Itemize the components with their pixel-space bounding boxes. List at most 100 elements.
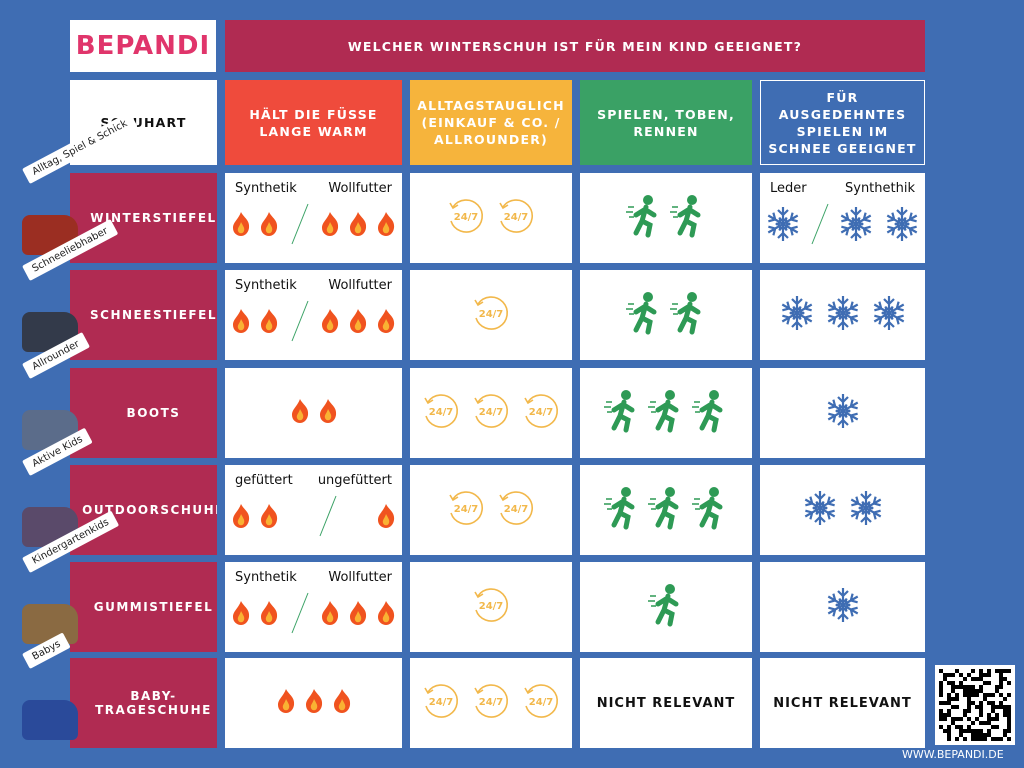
qr-dot <box>995 713 999 717</box>
split-label: Synthetik <box>235 570 297 585</box>
icon <box>648 582 684 632</box>
cell <box>580 368 752 458</box>
qr-dot <box>983 733 987 737</box>
split-labels: Synthetik Wollfutter <box>229 181 398 196</box>
icon <box>648 388 684 438</box>
row-label: SCHNEESTIEFEL <box>70 270 217 360</box>
flame-svg <box>350 600 367 625</box>
qr-dot <box>987 721 991 725</box>
qr-dot <box>983 673 987 677</box>
title-bar: WELCHER WINTERSCHUH IST FÜR MEIN KIND GE… <box>225 20 925 72</box>
clock-text: 24/7 <box>429 407 454 418</box>
qr-dot <box>999 681 1003 685</box>
clock-text: 24/7 <box>479 697 504 708</box>
qr-dot <box>983 693 987 697</box>
qr-dot <box>939 685 943 689</box>
qr-dot <box>943 673 947 677</box>
website: WWW.BEPANDI.DE <box>902 748 1004 761</box>
flame-svg <box>378 600 395 625</box>
qr-code <box>935 665 1015 745</box>
icon <box>670 290 706 340</box>
qr-dot <box>939 669 943 673</box>
split-icons <box>229 196 398 255</box>
qr-dot <box>943 677 947 681</box>
icon-group <box>648 582 684 632</box>
qr-dot <box>963 737 967 741</box>
qr-dot <box>1007 717 1011 721</box>
qr-dot <box>1007 669 1011 673</box>
clock-svg: 24/7 <box>449 491 483 525</box>
clock-svg: 24/7 <box>474 588 508 622</box>
qr-dot <box>967 701 971 705</box>
split-cell: Synthetik Wollfutter <box>225 270 402 360</box>
qr-dot <box>939 717 943 721</box>
clock-text: 24/7 <box>529 407 554 418</box>
snowflake-svg <box>827 588 858 622</box>
qr-dot <box>939 681 943 685</box>
icon <box>229 502 253 534</box>
qr-dot <box>1003 697 1007 701</box>
icon: 24/7 <box>420 680 462 726</box>
icon <box>288 397 312 429</box>
qr-dot <box>959 681 963 685</box>
header-cell: SPIELEN, TOBEN, RENNEN <box>580 80 752 165</box>
icon-group <box>374 502 398 534</box>
qr-dot <box>963 729 967 733</box>
qr-dot <box>1003 705 1007 709</box>
icon <box>318 210 342 242</box>
icon: 24/7 <box>445 487 487 533</box>
qr-dot <box>971 733 975 737</box>
qr-dot <box>987 717 991 721</box>
qr-dot <box>995 705 999 709</box>
icon <box>824 392 862 434</box>
header-cell: FÜR AUSGEDEHNTES SPIELEN IM SCHNEE GEEIG… <box>760 80 925 165</box>
clock-text: 24/7 <box>504 504 529 515</box>
qr-dot <box>967 709 971 713</box>
icon <box>229 210 253 242</box>
icon-group: 24/7 24/7 <box>445 195 537 241</box>
cell <box>580 562 752 652</box>
icon <box>374 210 398 242</box>
icon <box>801 489 839 531</box>
qr-dot <box>1007 721 1011 725</box>
qr-dot <box>939 693 943 697</box>
clock-text: 24/7 <box>454 504 479 515</box>
qr-dot <box>947 733 951 737</box>
flame-svg <box>322 600 339 625</box>
qr-dot <box>987 673 991 677</box>
slash <box>810 202 830 250</box>
split-cell: Leder Synthethik <box>760 173 925 263</box>
split-label: Synthetik <box>235 278 297 293</box>
qr-dot <box>995 689 999 693</box>
flame-svg <box>350 308 367 333</box>
split-icons <box>229 293 398 352</box>
icon-group <box>318 307 398 339</box>
icon: 24/7 <box>520 390 562 436</box>
qr-dot <box>991 725 995 729</box>
snowflake-svg <box>827 394 858 428</box>
clock-svg: 24/7 <box>499 199 533 233</box>
icon-group <box>229 307 281 339</box>
qr-dot <box>943 701 947 705</box>
icon <box>346 210 370 242</box>
qr-dot <box>987 669 991 673</box>
qr-dot <box>963 689 967 693</box>
icon <box>870 294 908 336</box>
not-relevant: NICHT RELEVANT <box>596 695 736 711</box>
snowflake-svg <box>804 491 835 525</box>
qr-dot <box>991 705 995 709</box>
cell: 24/7 24/7 <box>410 173 572 263</box>
qr-dot <box>955 697 959 701</box>
runner-svg <box>670 292 701 335</box>
clock-svg: 24/7 <box>424 684 458 718</box>
shoe-image <box>22 604 78 644</box>
row-name: SCHNEESTIEFEL <box>90 308 217 322</box>
snowflake-svg <box>850 491 881 525</box>
qr-dot <box>1007 729 1011 733</box>
icon-group <box>801 489 885 531</box>
flame-svg <box>305 689 322 713</box>
row-name: GUMMISTIEFEL <box>93 600 214 614</box>
qr-dot <box>975 693 979 697</box>
qr-dot <box>967 725 971 729</box>
